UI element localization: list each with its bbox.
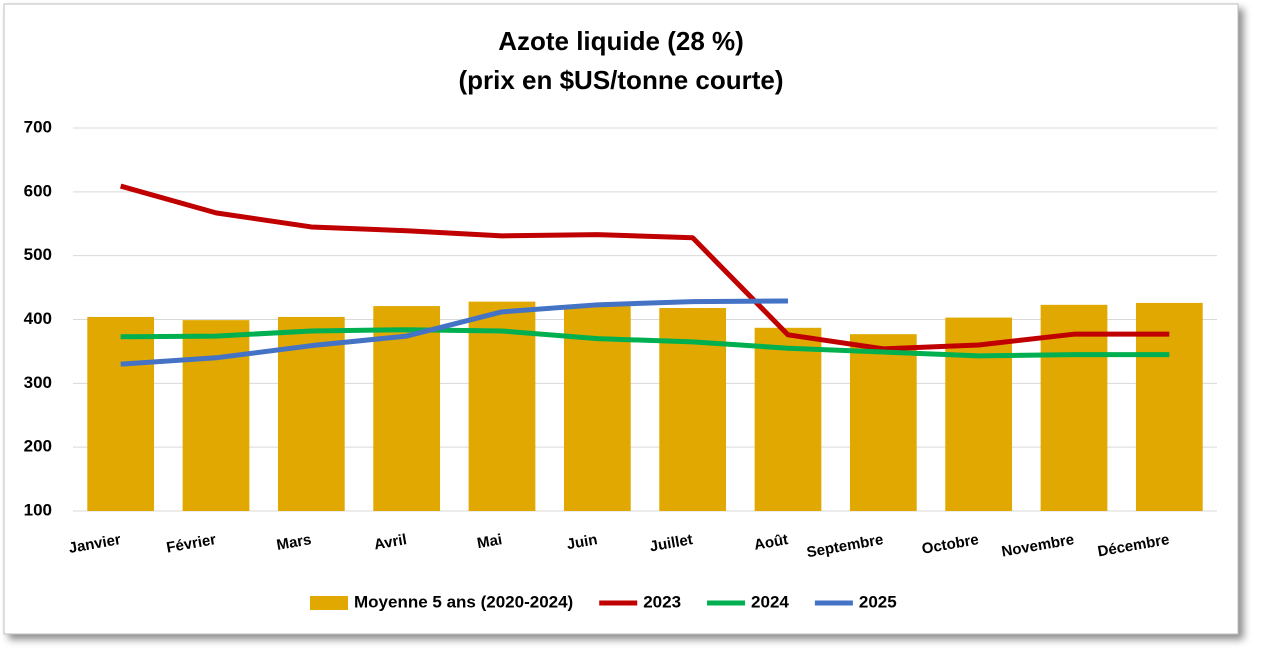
y-tick-label: 600: [24, 181, 52, 200]
legend-label: Moyenne 5 ans (2020-2024): [354, 592, 573, 611]
x-tick-label: Août: [753, 531, 790, 554]
bar: [468, 301, 536, 511]
y-tick-label: 100: [24, 500, 52, 519]
y-tick-label: 300: [24, 373, 52, 392]
x-tick-label: Avril: [373, 531, 408, 553]
bar: [754, 327, 822, 511]
line: [120, 298, 789, 367]
bar: [1135, 302, 1203, 511]
legend-label: 2025: [859, 592, 897, 611]
bar: [87, 316, 155, 511]
chart-title: Azote liquide (28 %): [498, 26, 744, 56]
bar: [182, 320, 250, 511]
y-tick-label: 700: [24, 117, 52, 136]
y-tick-label: 400: [24, 309, 52, 328]
legend-swatch: [310, 596, 348, 610]
y-tick-label: 200: [24, 437, 52, 456]
chart-subtitle: (prix en $US/tonne courte): [458, 65, 783, 95]
legend-label: 2024: [751, 592, 789, 611]
line: [120, 327, 1170, 359]
legend-label: 2023: [643, 592, 681, 611]
x-tick-label: Mai: [476, 531, 504, 552]
bar: [659, 308, 727, 511]
bar: [945, 317, 1013, 511]
bar: [849, 334, 917, 511]
x-tick-label: Juin: [565, 531, 598, 553]
x-tick-label: Mars: [275, 531, 312, 554]
y-tick-label: 500: [24, 245, 52, 264]
line: [119, 183, 1170, 352]
